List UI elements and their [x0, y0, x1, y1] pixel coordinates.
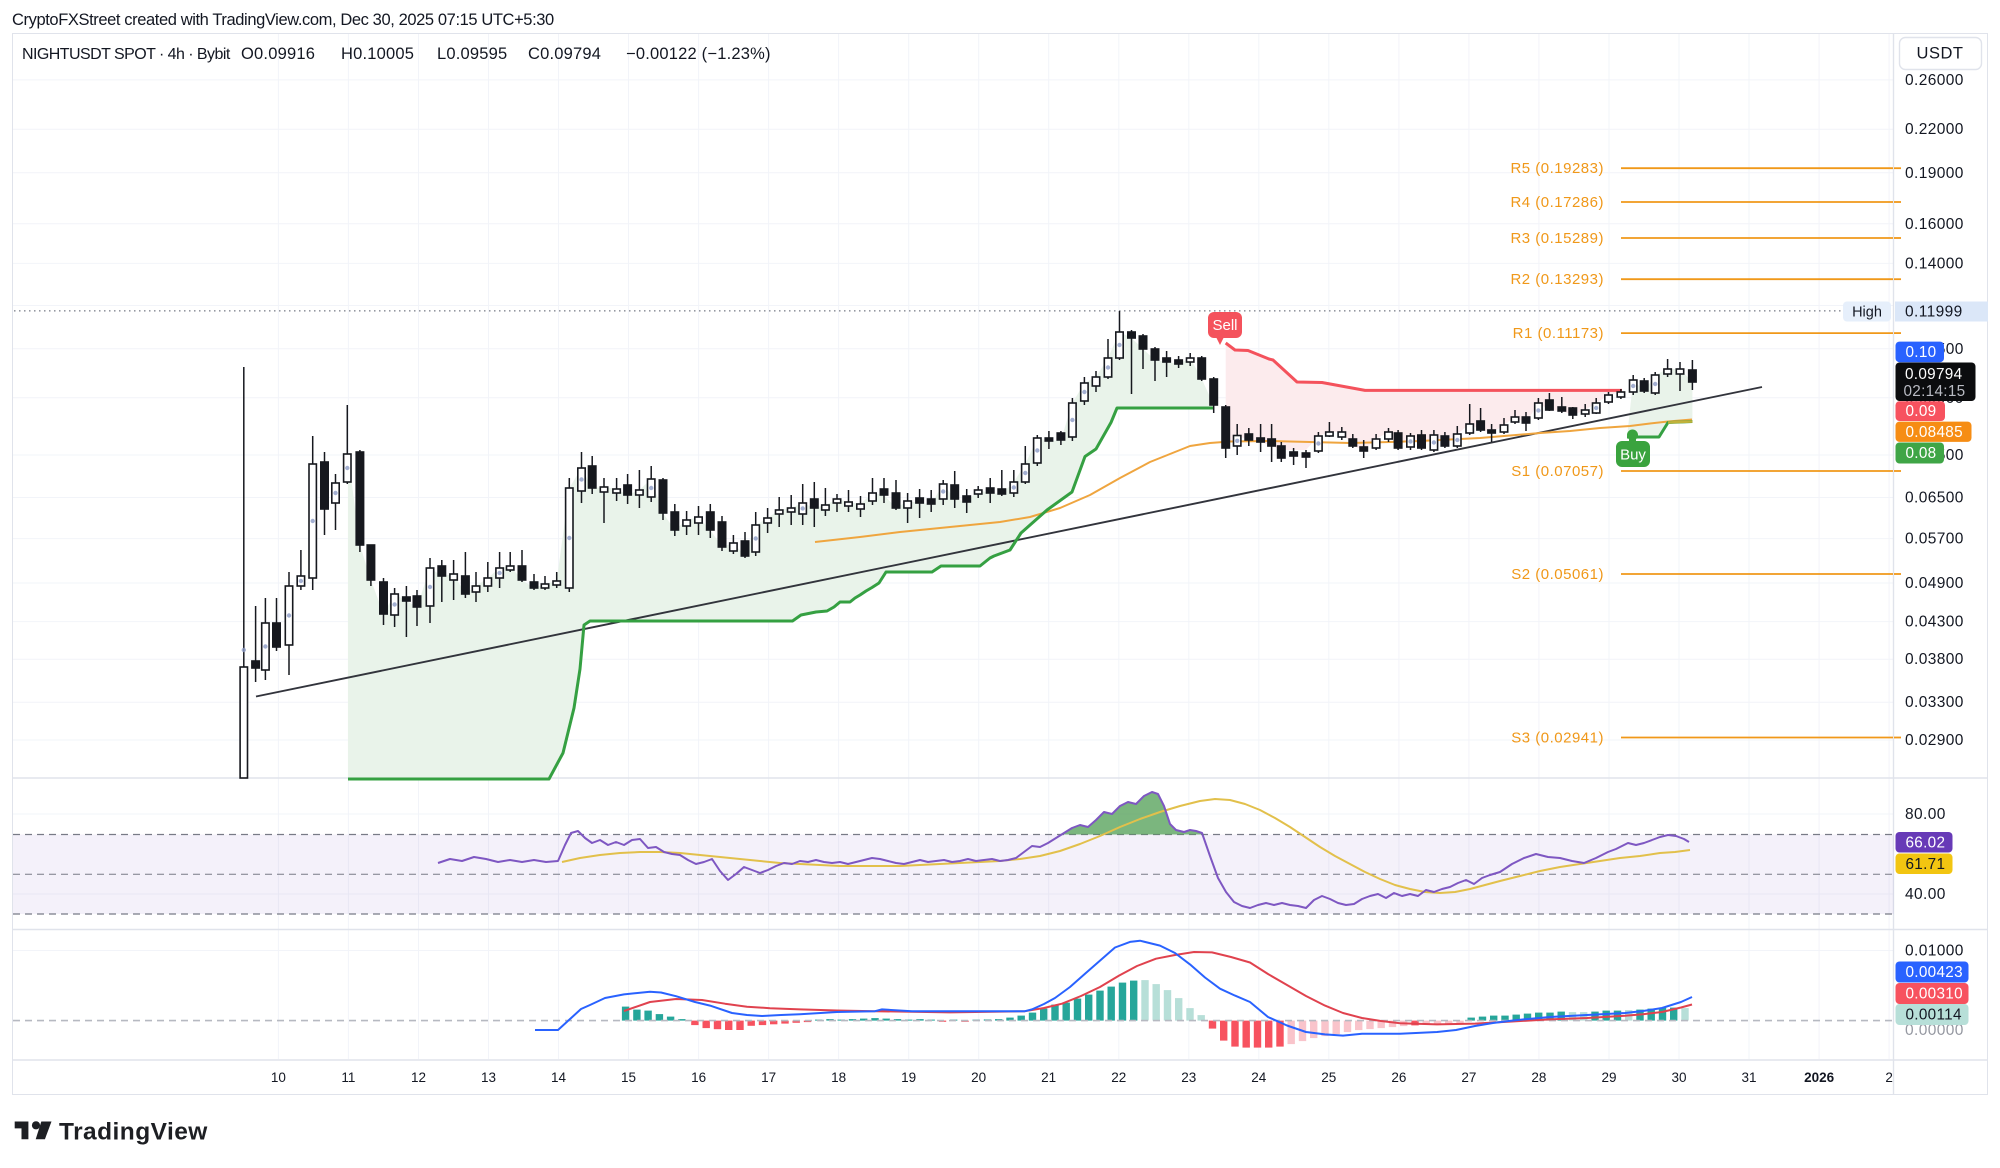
svg-text:0.03300: 0.03300 [1905, 694, 1964, 711]
svg-text:30: 30 [1671, 1070, 1686, 1085]
svg-text:0.26000: 0.26000 [1905, 72, 1964, 89]
svg-text:Sell: Sell [1212, 317, 1237, 334]
svg-text:21: 21 [1041, 1070, 1056, 1085]
svg-text:0.10: 0.10 [1906, 344, 1937, 361]
svg-text:61.71: 61.71 [1906, 856, 1946, 873]
svg-text:High: High [1852, 305, 1882, 321]
svg-text:0.04900: 0.04900 [1905, 575, 1964, 592]
svg-text:28: 28 [1531, 1070, 1546, 1085]
svg-text:26: 26 [1391, 1070, 1406, 1085]
svg-text:2: 2 [1885, 1070, 1893, 1085]
svg-text:15: 15 [621, 1070, 636, 1085]
svg-text:R2 (0.13293): R2 (0.13293) [1510, 271, 1604, 288]
svg-text:S3 (0.02941): S3 (0.02941) [1511, 730, 1604, 747]
svg-text:24: 24 [1251, 1070, 1267, 1085]
svg-text:0.19000: 0.19000 [1905, 165, 1964, 182]
svg-text:27: 27 [1461, 1070, 1476, 1085]
svg-text:0.14000: 0.14000 [1905, 255, 1964, 272]
svg-text:0.06500: 0.06500 [1905, 490, 1964, 507]
svg-text:23: 23 [1181, 1070, 1196, 1085]
svg-text:13: 13 [481, 1070, 496, 1085]
svg-text:02:14:15: 02:14:15 [1904, 383, 1966, 400]
svg-text:0.03800: 0.03800 [1905, 651, 1964, 668]
svg-text:0.08: 0.08 [1906, 445, 1937, 462]
svg-text:R4 (0.17286): R4 (0.17286) [1510, 194, 1604, 211]
svg-text:0.08485: 0.08485 [1906, 424, 1963, 441]
svg-text:16: 16 [691, 1070, 706, 1085]
svg-text:11: 11 [341, 1070, 355, 1085]
svg-text:0.01000: 0.01000 [1905, 943, 1964, 960]
svg-text:CryptoFXStreet created with Tr: CryptoFXStreet created with TradingView.… [12, 11, 554, 29]
svg-text:10: 10 [271, 1070, 286, 1085]
svg-text:20: 20 [971, 1070, 986, 1085]
svg-text:12: 12 [411, 1070, 426, 1085]
svg-text:USDT: USDT [1917, 45, 1964, 63]
svg-text:18: 18 [831, 1070, 846, 1085]
svg-text:19: 19 [901, 1070, 916, 1085]
svg-text:31: 31 [1741, 1070, 1756, 1085]
svg-text:25: 25 [1321, 1070, 1336, 1085]
svg-text:0.16000: 0.16000 [1905, 216, 1964, 233]
svg-text:0.00114: 0.00114 [1906, 1007, 1962, 1024]
svg-text:66.02: 66.02 [1906, 835, 1946, 852]
svg-text:Buy: Buy [1620, 447, 1646, 464]
svg-text:R3 (0.15289): R3 (0.15289) [1510, 230, 1604, 247]
svg-text:0.09794: 0.09794 [1905, 366, 1963, 383]
svg-text:S2 (0.05061): S2 (0.05061) [1511, 566, 1604, 583]
svg-text:TradingView: TradingView [59, 1119, 208, 1146]
svg-text:80.00: 80.00 [1905, 806, 1946, 823]
svg-text:0.05700: 0.05700 [1905, 531, 1964, 548]
svg-text:29: 29 [1601, 1070, 1616, 1085]
svg-text:0.00423: 0.00423 [1906, 964, 1963, 981]
svg-text:0.00000: 0.00000 [1905, 1022, 1964, 1039]
svg-text:0.09: 0.09 [1906, 403, 1937, 420]
svg-text:0.02900: 0.02900 [1905, 732, 1964, 749]
svg-text:2026: 2026 [1804, 1070, 1835, 1085]
svg-text:22: 22 [1111, 1070, 1126, 1085]
svg-text:17: 17 [761, 1070, 776, 1085]
svg-text:0.04300: 0.04300 [1905, 614, 1964, 631]
svg-text:40.00: 40.00 [1905, 886, 1946, 903]
svg-text:0.22000: 0.22000 [1905, 121, 1964, 138]
svg-text:S1 (0.07057): S1 (0.07057) [1511, 463, 1604, 480]
svg-text:0.00310: 0.00310 [1906, 986, 1963, 1003]
svg-text:14: 14 [551, 1070, 567, 1085]
svg-text:0.11999: 0.11999 [1905, 304, 1963, 321]
svg-text:R5 (0.19283): R5 (0.19283) [1510, 160, 1604, 177]
svg-text:R1 (0.11173): R1 (0.11173) [1513, 325, 1604, 342]
